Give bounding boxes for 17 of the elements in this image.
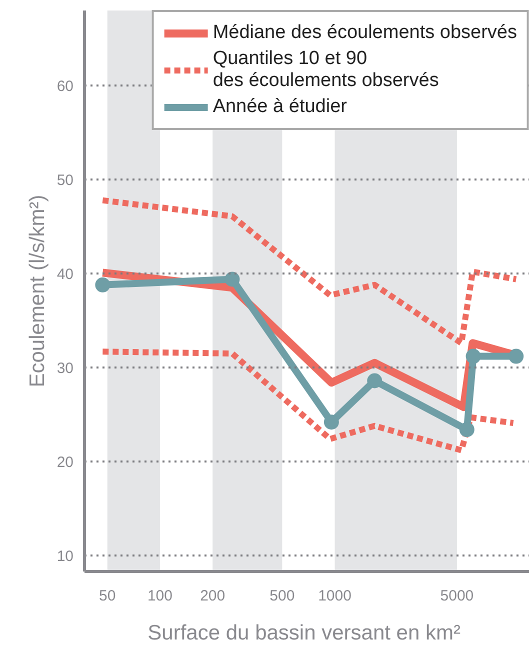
x-tick-label: 5000 (440, 588, 474, 604)
y-tick-label: 30 (56, 360, 74, 378)
legend-label: Quantiles 10 et 90 des écoulements observés (212, 48, 439, 92)
legend-label: Année à étudier (212, 96, 347, 118)
y-tick-label: 20 (56, 454, 74, 472)
y-tick-label: 40 (56, 266, 74, 284)
x-tick-label: 1000 (318, 588, 352, 604)
x-tick-label: 100 (147, 588, 172, 604)
x-tick-label: 50 (99, 588, 116, 604)
x-axis-title: Surface du bassin versant en km² (148, 622, 461, 644)
x-tick-label: 500 (270, 588, 295, 604)
y-axis-title: Ecoulement (l/s/km²) (26, 194, 49, 388)
y-tick-label: 50 (56, 172, 74, 190)
y-tick-label: 60 (56, 78, 74, 96)
y-tick-label: 10 (56, 548, 74, 566)
legend-label: Médiane des écoulements observés (212, 22, 517, 44)
x-tick-label: 200 (200, 588, 226, 604)
